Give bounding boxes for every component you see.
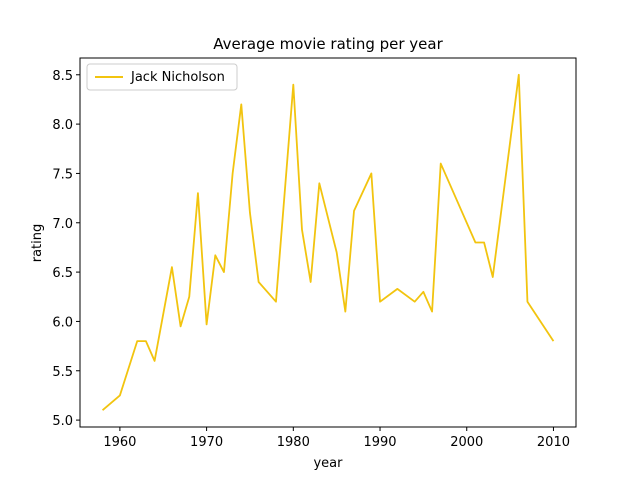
- y-tick-label: 5.5: [52, 365, 73, 380]
- chart-title: Average movie rating per year: [213, 35, 443, 53]
- data-point: [292, 84, 294, 86]
- data-point: [318, 182, 320, 184]
- y-tick-label: 7.5: [52, 167, 73, 182]
- data-point: [214, 254, 216, 256]
- data-point: [414, 301, 416, 303]
- data-point: [171, 266, 173, 268]
- data-point: [223, 271, 225, 273]
- data-point: [431, 311, 433, 313]
- data-point: [206, 323, 208, 325]
- data-point: [353, 210, 355, 212]
- data-point: [370, 173, 372, 175]
- data-point: [379, 301, 381, 303]
- x-tick-label: 1980: [277, 435, 310, 450]
- data-point: [197, 192, 199, 194]
- x-tick-label: 2000: [450, 435, 483, 450]
- data-point: [119, 395, 121, 397]
- y-tick-label: 8.0: [52, 118, 73, 133]
- legend-label: Jack Nicholson: [130, 70, 225, 85]
- y-axis-label: rating: [30, 224, 45, 263]
- data-point: [422, 291, 424, 293]
- data-point: [102, 409, 104, 411]
- ticks-layer: 1960 1970 1980 1990 2000 2010 5.0 5.5 6.0 6.5 7.0 7…: [52, 69, 570, 450]
- data-point: [240, 103, 242, 105]
- data-point: [275, 301, 277, 303]
- x-tick-label: 1990: [363, 435, 396, 450]
- y-tick-label: 8.5: [52, 69, 73, 84]
- data-point: [188, 296, 190, 298]
- y-tick-label: 5.0: [52, 414, 73, 429]
- data-point: [492, 276, 494, 278]
- data-point: [180, 325, 182, 327]
- legend: Jack Nicholson: [86, 63, 238, 91]
- y-tick-label: 6.0: [52, 315, 73, 330]
- data-point: [232, 173, 234, 175]
- data-point: [440, 163, 442, 165]
- data-point: [483, 242, 485, 244]
- data-point: [553, 340, 555, 342]
- data-point: [344, 311, 346, 313]
- x-axis-label: year: [313, 456, 343, 471]
- data-point: [249, 212, 251, 214]
- data-point: [154, 360, 156, 362]
- data-point: [518, 74, 520, 76]
- data-point: [527, 301, 529, 303]
- data-point: [258, 281, 260, 283]
- series-layer: [101, 73, 555, 411]
- x-tick-label: 2010: [537, 435, 570, 450]
- data-point: [396, 288, 398, 290]
- x-tick-label: 1960: [103, 435, 136, 450]
- series-line-0: [101, 73, 555, 411]
- plot-area: [79, 57, 577, 428]
- y-tick-label: 6.5: [52, 266, 73, 281]
- x-tick-label: 1970: [190, 435, 223, 450]
- data-point: [145, 340, 147, 342]
- data-point: [336, 251, 338, 253]
- data-point: [136, 340, 138, 342]
- data-point: [475, 242, 477, 244]
- data-point: [310, 281, 312, 283]
- plot-frame: [79, 57, 577, 428]
- data-point: [301, 229, 303, 231]
- y-tick-label: 7.0: [52, 217, 73, 232]
- legend-box: [86, 63, 238, 91]
